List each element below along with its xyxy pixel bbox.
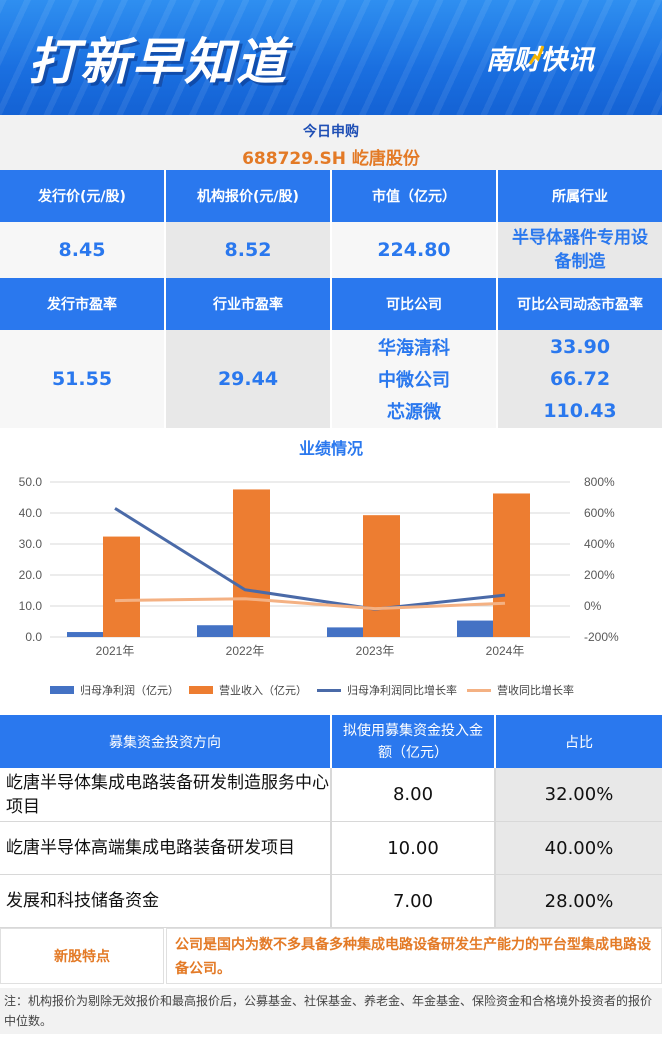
left-axis-tick: 0.0 — [25, 630, 42, 644]
header-market-cap: 市值（亿元） — [332, 170, 496, 222]
right-axis-tick: 200% — [584, 568, 615, 582]
right-axis-tick: 400% — [584, 537, 615, 551]
performance-title: 业绩情况 — [298, 439, 363, 458]
legend-label: 营收同比增长率 — [497, 684, 574, 697]
comparable-name: 华海清科 — [378, 338, 450, 359]
subscription-label: 今日申购 — [303, 124, 359, 140]
table-divider — [494, 768, 496, 928]
legend-label: 归母净利润同比增长率 — [347, 684, 457, 697]
legend-swatch-profit-growth — [317, 688, 341, 692]
institution-price: 8.52 — [166, 222, 330, 278]
market-cap: 224.80 — [332, 222, 496, 278]
fund-header-amount: 拟使用募集资金投入金额（亿元） — [332, 715, 494, 768]
fund-row-ratio: 40.00% — [496, 822, 662, 875]
line-profit-growth — [114, 507, 506, 611]
comparables-cell: 华海清科 中微公司 芯源微 — [332, 330, 496, 428]
fund-row-name: 发展和科技储备资金 — [0, 875, 330, 928]
title-band — [0, 115, 662, 170]
bar-net-profit — [327, 627, 364, 637]
fund-header-direction: 募集资金投资方向 — [0, 715, 330, 768]
header-industry-pe: 行业市盈率 — [166, 278, 330, 330]
industry-pe: 29.44 — [166, 330, 330, 428]
header-institution-price: 机构报价(元/股) — [166, 170, 330, 222]
left-axis-tick: 40.0 — [19, 506, 43, 520]
header-industry: 所属行业 — [498, 170, 662, 222]
brand-arrow-icon — [528, 45, 544, 65]
legend-label: 营业收入（亿元） — [219, 684, 307, 697]
comparable-name: 中微公司 — [378, 370, 450, 391]
fund-header-ratio: 占比 — [496, 715, 662, 768]
chart-legend: 归母净利润（亿元） 营业收入（亿元） 归母净利润同比增长率 营收同比增长率 — [50, 680, 650, 700]
bar-revenue — [103, 536, 140, 637]
fund-row-amount: 7.00 — [332, 875, 494, 928]
feature-text: 公司是国内为数不多具备多种集成电路设备研发生产能力的平台型集成电路设备公司。 — [166, 928, 662, 984]
header-title: 打新早知道 — [28, 33, 288, 91]
comparable-pe: 33.90 — [549, 336, 611, 358]
right-axis-tick: 800% — [584, 475, 615, 489]
line-revenue-growth — [114, 597, 506, 611]
comparable-name: 芯源微 — [387, 402, 441, 423]
left-axis-tick: 10.0 — [19, 599, 43, 613]
bar-revenue — [233, 489, 270, 637]
header-comparables: 可比公司 — [332, 278, 496, 330]
legend-swatch-revenue — [189, 686, 213, 694]
header-comparables-pe: 可比公司动态市盈率 — [498, 278, 662, 330]
left-axis-tick: 20.0 — [19, 568, 43, 582]
performance-chart: 50.0 40.0 30.0 20.0 10.0 0.0 800% 600% 400% 200% 0… — [19, 475, 619, 658]
x-axis-label: 2021年 — [96, 644, 135, 658]
stock-title: 688729.SH 屹唐股份 — [242, 148, 420, 169]
legend-swatch-revenue-growth — [467, 688, 491, 692]
fund-row-ratio: 32.00% — [496, 768, 662, 822]
issue-pe: 51.55 — [0, 330, 164, 428]
legend-swatch-profit — [50, 686, 74, 694]
bar-revenue — [493, 493, 530, 637]
bar-net-profit — [197, 625, 234, 637]
right-axis-tick: -200% — [584, 630, 619, 644]
footnote: 注：机构报价为剔除无效报价和最高报价后，公募基金、社保基金、养老金、年金基金、保… — [0, 988, 662, 1034]
issue-price: 8.45 — [0, 222, 164, 278]
header-banner: 打新早知道 南财快讯 — [0, 0, 662, 115]
left-axis-tick: 50.0 — [19, 475, 43, 489]
fund-row-amount: 10.00 — [332, 822, 494, 875]
comparable-pe: 66.72 — [549, 368, 611, 390]
comparables-pe-cell: 33.90 66.72 110.43 — [498, 330, 662, 428]
legend-label: 归母净利润（亿元） — [80, 684, 179, 697]
table-divider — [330, 768, 332, 928]
right-axis-tick: 600% — [584, 506, 615, 520]
industry: 半导体器件专用设备制造 — [498, 222, 662, 278]
fund-row-name: 屹唐半导体高端集成电路装备研发项目 — [0, 822, 330, 875]
x-axis-label: 2024年 — [486, 644, 525, 658]
fund-row-ratio: 28.00% — [496, 875, 662, 928]
header-issue-price: 发行价(元/股) — [0, 170, 164, 222]
x-axis-label: 2023年 — [356, 644, 395, 658]
feature-label: 新股特点 — [0, 928, 164, 984]
header-issue-pe: 发行市盈率 — [0, 278, 164, 330]
bar-net-profit — [457, 620, 494, 637]
comparable-pe: 110.43 — [543, 400, 617, 422]
bar-net-profit — [67, 632, 104, 637]
bar-revenue — [363, 515, 400, 637]
left-axis-tick: 30.0 — [19, 537, 43, 551]
fund-row-name: 屹唐半导体集成电路装备研发制造服务中心项目 — [0, 768, 330, 822]
fund-row-amount: 8.00 — [332, 768, 494, 822]
right-axis-tick: 0% — [584, 599, 602, 613]
x-axis-label: 2022年 — [226, 644, 265, 658]
